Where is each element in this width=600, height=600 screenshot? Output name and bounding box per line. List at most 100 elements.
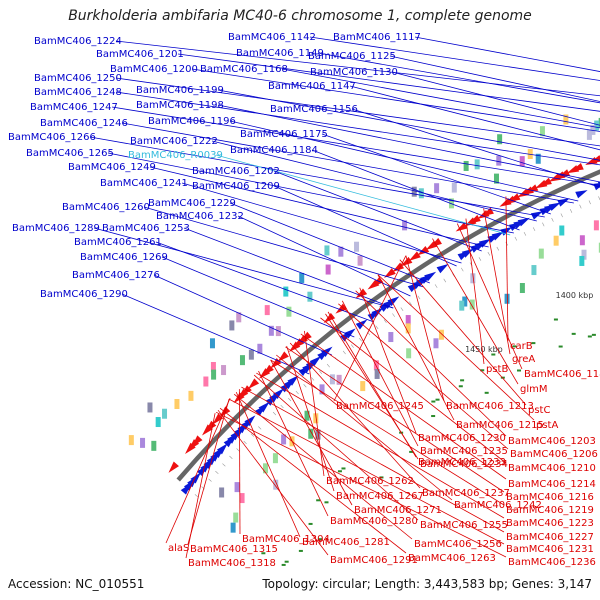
forward-gene-label: BamMC406_1260 [62,202,150,213]
reverse-gene-label: BamMC406_1227 [506,532,594,543]
reverse-gene-label: pstC [528,405,550,416]
cog-block [438,329,444,340]
scale-tick [222,463,226,467]
reverse-gene-arrow [212,413,224,425]
reverse-label-connector [219,407,407,554]
forward-gene-label: BamMC406_1247 [30,102,118,113]
cog-block [497,134,503,145]
scale-tick [215,470,219,475]
scale-tick [417,295,421,300]
scale-tick [400,307,404,311]
rna-marker [284,560,289,563]
reverse-label-connector [377,274,455,421]
forward-gene-labels: BamMC406_1224BamMC406_1201BamMC406_1200B… [8,32,600,375]
reverse-gene-label: carB [510,341,533,352]
cog-block [329,374,335,385]
cog-block [233,512,239,523]
cog-block [594,120,600,131]
forward-gene-arrow [557,198,570,207]
forward-label-connector [349,85,600,151]
scale-tick [350,344,354,348]
forward-gene-label: BamMC406_1199 [136,85,224,96]
cog-block [239,355,245,366]
scale-tick [243,440,247,445]
reverse-gene-label: BamMC406_1271 [354,505,442,516]
reverse-gene-label: BamMC406_1281 [302,537,390,548]
forward-gene-arrow [539,206,552,216]
cog-block [474,159,480,170]
reverse-gene-label: pstB [486,364,508,375]
scale-tick [478,257,482,261]
reverse-gene-arrow [367,279,380,290]
cog-block [140,437,146,448]
cog-block [519,156,525,167]
cog-block [319,384,325,395]
cog-block [598,242,600,253]
reverse-gene-label: BamMC406_1291 [330,555,418,566]
cog-block [234,482,240,493]
forward-gene-arrow [470,243,483,253]
rna-marker [324,501,329,504]
cog-block [531,265,537,276]
reverse-gene-arrow [548,173,561,182]
reverse-gene-label: BamMC406_1256 [414,539,502,550]
rna-marker [591,333,596,336]
cog-block [462,296,468,307]
reverse-gene-label: BamMC406_1219 [506,505,594,516]
forward-label-connector [115,40,600,97]
cog-block [188,390,194,401]
cog-block [203,376,209,387]
reverse-label-connector [238,389,241,535]
forward-label-connector [217,104,600,183]
cog-block [374,368,380,379]
reverse-gene-label: BamMC406_1263 [408,553,496,564]
forward-label-connector [153,274,332,356]
reverse-label-connector [399,259,527,406]
forward-label-connector [217,89,600,161]
rna-marker [558,345,563,348]
cog-block [209,338,215,349]
forward-label-connector [155,241,375,323]
reverse-label-connector [289,342,421,489]
cog-block [268,325,274,336]
cog-block [434,183,440,194]
reverse-label-connector [341,300,419,447]
forward-gene-label: BamMC406_1198 [136,100,224,111]
cog-block [263,463,269,474]
reverse-label-connector [185,413,216,559]
forward-label-connector [281,68,600,129]
reverse-label-connector [270,359,353,506]
cog-block [338,246,344,257]
cog-block [128,435,134,446]
forward-gene-label: BamMC406_1249 [68,162,156,173]
reverse-label-connector [325,313,419,460]
reverse-gene-label: BamMC406_1203 [508,436,596,447]
reverse-gene-label: BamMC406_1280 [330,516,418,527]
reverse-label-connector [187,399,230,545]
rna-marker [460,379,465,382]
cog-block [579,235,585,246]
cog-block [336,374,342,385]
forward-gene-label: BamMC406_1250 [34,73,122,84]
forward-gene-label: BamMC406_1290 [40,289,128,300]
rna-marker [298,549,303,552]
scale-tick [392,313,395,317]
reverse-gene-arrow [455,222,468,232]
scale-tick [523,231,527,236]
scale-tick [551,217,554,222]
forward-label-connector [89,136,545,218]
cog-block [411,186,417,197]
reverse-label-connector [483,208,511,355]
rna-marker [316,499,321,502]
forward-label-connector [183,227,394,309]
rna-marker [531,342,536,345]
rna-marker [491,353,496,356]
forward-gene-label: BamMC406_1201 [96,49,184,60]
reverse-label-connector [217,409,329,556]
reverse-gene-label: BamMC406_1215 [456,420,544,431]
scale-tick [258,426,262,430]
reverse-gene-arrow [408,251,421,261]
reverse-gene-label: BamMC406_1187 [524,369,600,380]
scale-tick [514,236,518,241]
